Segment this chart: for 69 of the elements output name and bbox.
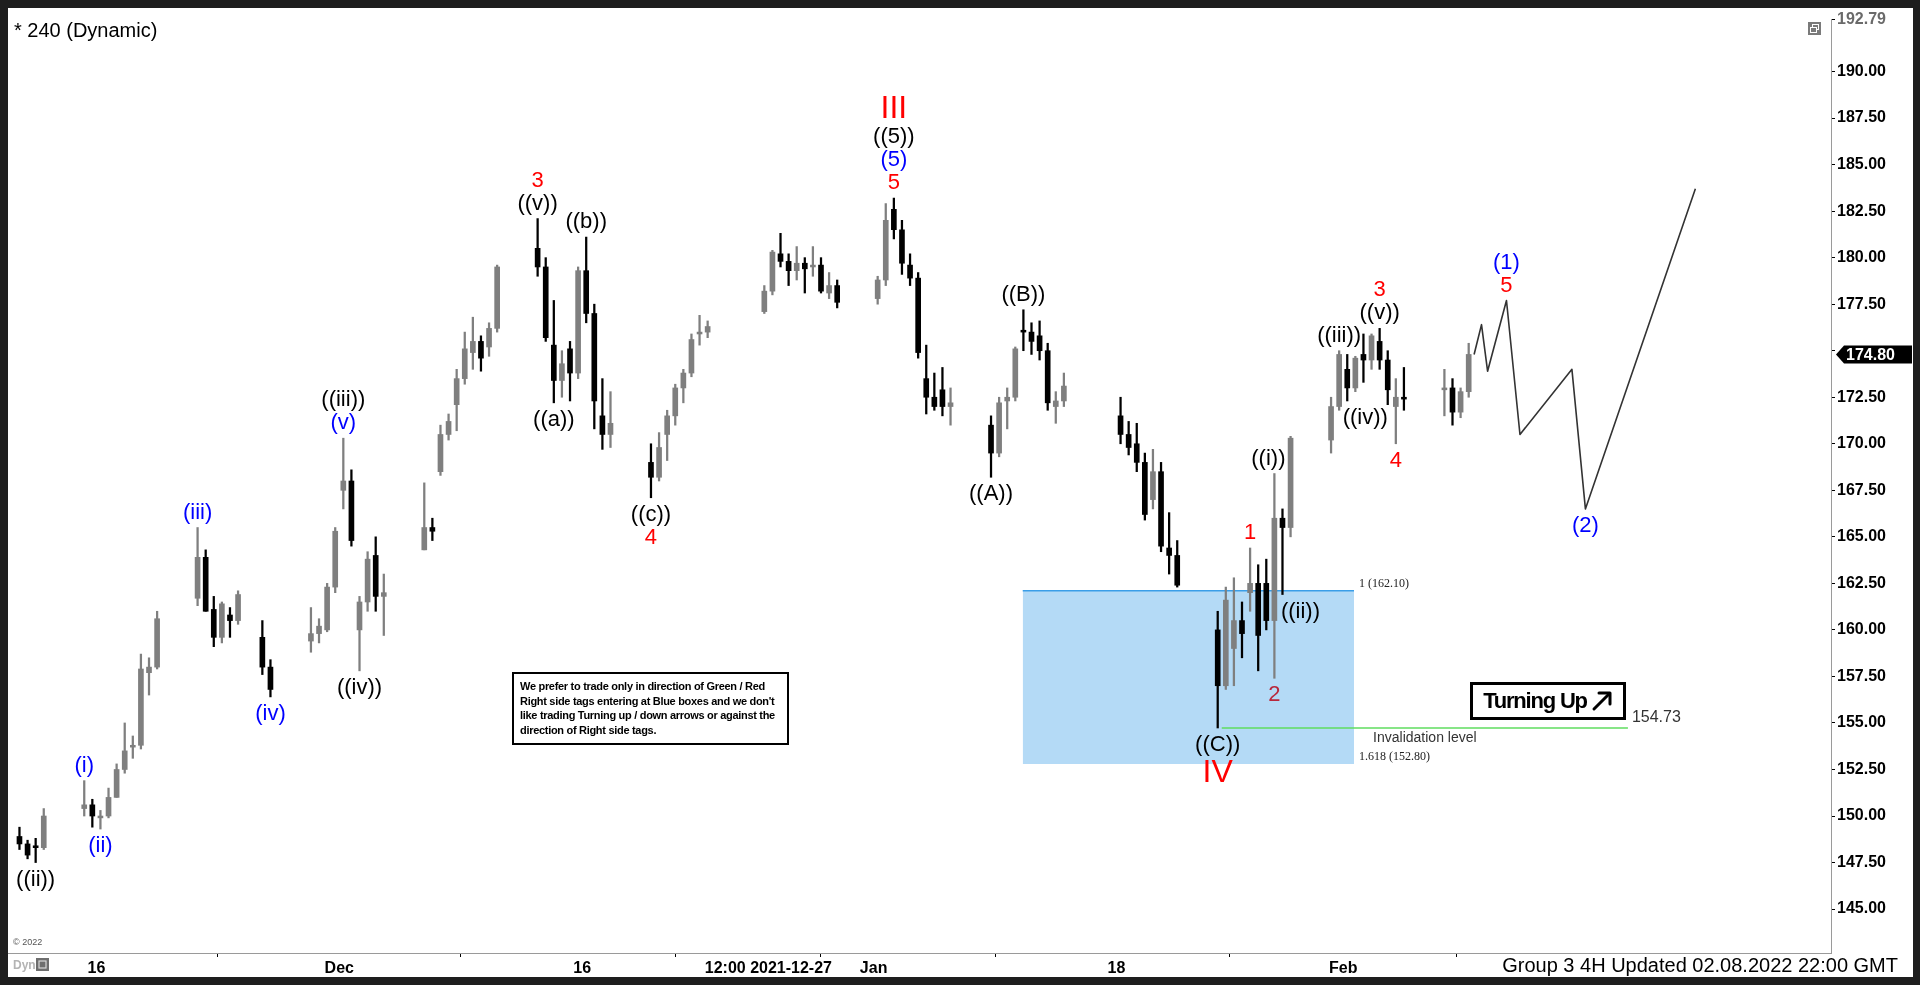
annotation: (iii) [182,498,213,524]
y-tick-label: 152.50 [1837,759,1887,777]
text: 174.80 [1846,345,1896,363]
y-tick-label: 162.50 [1837,573,1887,591]
y-tick-label: 147.50 [1837,852,1887,870]
data-label: 154.73 [1631,708,1681,726]
annotation: ((iv)) [336,673,383,699]
y-tick-label: 170.00 [1837,434,1887,452]
annotation: ((A)) [969,480,1014,506]
annotation: III [880,88,908,125]
y-tick-label: 157.50 [1837,666,1887,684]
annotation: 5 [1500,271,1513,297]
y-tick-label: 165.00 [1837,527,1887,545]
y-tick-label: 180.00 [1837,248,1887,266]
annotation: Turning Up [1483,688,1587,714]
x-tick-label: Jan [859,959,888,977]
y-tick-label: 167.50 [1837,480,1887,498]
text: Dyn [13,958,36,972]
annotation: 5 [887,169,900,195]
annotation: ((5)) [873,123,915,149]
y-tick-label: 185.00 [1837,155,1887,172]
y-tick-label: 150.00 [1837,806,1887,824]
annotation: ((a)) [533,405,575,431]
annotation: (1) [1493,248,1520,274]
annotation: 1 (162.10) [1359,575,1409,590]
annotation: (ii) [88,832,113,858]
annotation: ((ii)) [1280,597,1321,623]
annotation: ((iii)) [321,386,366,412]
x-tick-label: Dec [324,959,355,977]
y-tick-label: 192.79 [1837,10,1887,28]
y-tick-label: 155.00 [1837,713,1887,731]
annotation: (i) [74,751,95,777]
annotation: ((c)) [630,500,672,526]
annotation: ((B)) [1001,280,1046,306]
x-tick-label: 16 [87,959,106,977]
annotation: 2 [1268,681,1281,707]
annotation: ((ii)) [16,865,56,891]
candlestick [429,517,436,541]
annotation: ((iii)) [1317,321,1362,347]
annotation: We prefer to trade only in direction of Green / Red Right side tags entering at Blue boxes and we don't like trading Turning up / down arrows or against the direction of Right side tags. [512,672,789,745]
candlestick [947,387,954,426]
annotation: (2) [1571,511,1599,537]
x-tick-label: 18 [1107,959,1126,977]
annotation: 1 [1243,519,1257,545]
x-tick-label: 12:00 2021-12-27 [704,959,833,977]
y-tick-label: 187.50 [1837,108,1887,126]
x-tick-label: Feb [1328,959,1358,977]
annotation: 4 [1389,446,1402,472]
series-label: Invalidation level [1373,728,1477,745]
y-tick-label: 190.00 [1837,61,1887,79]
annotation: ((i)) [1251,444,1286,470]
y-tick-label: 145.00 [1837,899,1887,917]
x-tick-label: 16 [573,959,592,977]
candlestick [607,391,614,448]
annotation: ((v)) [1359,299,1400,325]
annotation: 3 [531,166,544,192]
annotation: © 2022 [13,937,43,948]
annotation: 3 [1373,276,1386,302]
annotation: (iv) [255,699,286,725]
text: Group 3 4H Updated 02.08.2022 22:00 GMT [1502,953,1898,977]
annotation: ((b)) [565,208,607,234]
annotation: 1.618 (152.80) [1359,749,1430,764]
annotation: ((iv)) [1342,404,1388,430]
y-tick-label: 182.50 [1837,201,1887,219]
y-tick-label: 172.50 [1837,387,1887,405]
y-tick-label: 177.50 [1837,294,1887,312]
y-tick-label: 160.00 [1837,620,1887,638]
chart-title: * 240 (Dynamic) [14,19,158,41]
annotation: ((v)) [517,189,558,215]
